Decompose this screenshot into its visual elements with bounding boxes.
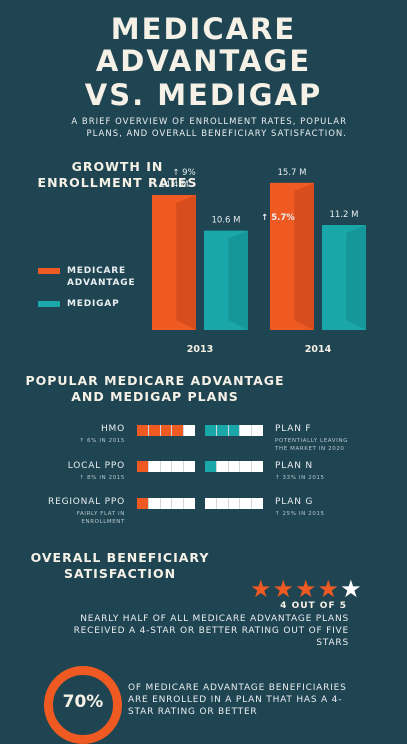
legend-item-mg: MEDIGAP (38, 299, 119, 309)
plan-bar-segment (252, 498, 263, 509)
legend-label-mg: MEDIGAP (67, 299, 120, 309)
plan-n-name: PLAN N (275, 461, 313, 471)
star-icon: ★ (272, 575, 295, 603)
subtitle: A BRIEF OVERVIEW OF ENROLLMENT RATES, PO… (71, 117, 347, 139)
star-rating: ★ ★ ★ ★ ★ (250, 577, 362, 601)
plan-bar-segment (205, 461, 217, 472)
plan-hmo-name: HMO (100, 424, 125, 434)
plan-hmo-bar (137, 425, 195, 436)
plan-regional-ppo-name: REGIONAL PPO (48, 497, 125, 507)
plan-bar-segment (228, 498, 241, 509)
plan-g-note: ↑ 25% IN 2015 (275, 511, 325, 517)
star-icon: ★ (340, 575, 362, 603)
plan-bar-segment (137, 461, 149, 472)
plan-bar-segment (172, 498, 185, 509)
title-line-1: MEDICARE (110, 12, 297, 46)
rating-label: 4 OUT OF 5 (280, 601, 347, 611)
plan-bar-segment (184, 425, 195, 436)
growth-mg: ↑ 5.7% (261, 213, 295, 223)
plan-regional-ppo-bar (137, 498, 195, 509)
plan-n-note: ↑ 33% IN 2015 (275, 475, 325, 481)
plan-bar-segment (137, 425, 149, 436)
tick-label-2013: 2013 (187, 344, 213, 355)
enrollment-heading: GROWTH IN ENROLLMENT RATES (37, 159, 198, 190)
title-line-3: VS. MEDIGAP (84, 78, 323, 112)
plan-local-ppo-bar (137, 461, 195, 472)
percent-value: 70% (62, 692, 104, 712)
percent-text: OF MEDICARE ADVANTAGE BENEFICIARIES ARE … (128, 683, 347, 717)
bar-shade-ma-2013 (176, 195, 196, 330)
growth-ma: ↑ 9% (172, 168, 195, 178)
star-icon: ★ (250, 575, 272, 603)
plan-local-ppo-note: ↑ 8% IN 2015 (79, 475, 125, 481)
bar-shade-mg-2013 (228, 230, 248, 330)
plan-bar-segment (148, 425, 161, 436)
plan-bar-segment (228, 425, 241, 436)
plan-bar-segment (228, 461, 241, 472)
plan-bar-segment (148, 461, 161, 472)
plan-f-name: PLAN F (275, 424, 312, 434)
plan-bar-segment (240, 425, 253, 436)
bar-shade-mg-2014 (346, 225, 366, 330)
plan-bar-segment (184, 498, 195, 509)
plan-f-note: POTENTIALLY LEAVING THE MARKET IN 2020 (275, 438, 348, 452)
plan-bar-segment (137, 498, 149, 509)
plan-bar-segment (216, 498, 229, 509)
plan-bar-segment (240, 461, 253, 472)
data-label-ma-2014: 15.7 M (278, 168, 307, 178)
rating-text: NEARLY HALF OF ALL MEDICARE ADVANTAGE PL… (73, 614, 349, 648)
plan-bar-segment (205, 425, 217, 436)
legend-label-ma: MEDICARE ADVANTAGE (67, 266, 136, 288)
bar-shade-ma-2014 (294, 182, 314, 330)
plan-bar-segment (240, 498, 253, 509)
plan-local-ppo-name: LOCAL PPO (67, 461, 125, 471)
plan-bar-segment (160, 461, 173, 472)
legend-swatch-mg (38, 301, 60, 307)
plan-bar-segment (172, 425, 185, 436)
plan-bar-segment (216, 461, 229, 472)
plan-bar-segment (216, 425, 229, 436)
star-icon: ★ (295, 575, 317, 603)
plan-bar-segment (160, 498, 173, 509)
star-icon: ★ (317, 575, 340, 603)
data-label-mg-2013: 10.6 M (212, 216, 241, 226)
plan-g-bar (205, 498, 263, 509)
plan-regional-ppo-note: FAIRLY FLAT IN ENROLLMENT (76, 511, 125, 525)
plan-bar-segment (184, 461, 195, 472)
plan-f-bar (205, 425, 263, 436)
satisfaction-heading: OVERALL BENEFICIARY SATISFACTION (30, 550, 210, 581)
legend-swatch-ma (38, 268, 60, 274)
plan-hmo-note: ↑ 6% IN 2015 (79, 438, 125, 444)
plan-bar-segment (160, 425, 173, 436)
data-label-ma-2013: 14.4 M (160, 180, 189, 190)
plan-bar-segment (252, 425, 263, 436)
title-line-2: ADVANTAGE (95, 44, 312, 78)
tick-label-2014: 2014 (305, 344, 332, 355)
legend-item-ma: MEDICARE ADVANTAGE (38, 265, 147, 289)
plans-heading: POPULAR MEDICARE ADVANTAGE AND MEDIGAP P… (25, 373, 285, 404)
plan-bar-segment (205, 498, 217, 509)
enrollment-chart: 14.4 M 10.6 M 2013 15.7 M 11.2 M 2014 ↑ 9% ↑ … (152, 168, 366, 355)
plan-bar-segment (172, 461, 185, 472)
plan-g-name: PLAN G (275, 497, 314, 507)
plan-bar-segment (148, 498, 161, 509)
data-label-mg-2014: 11.2 M (330, 210, 359, 220)
plan-n-bar (205, 461, 263, 472)
plan-bar-segment (252, 461, 263, 472)
